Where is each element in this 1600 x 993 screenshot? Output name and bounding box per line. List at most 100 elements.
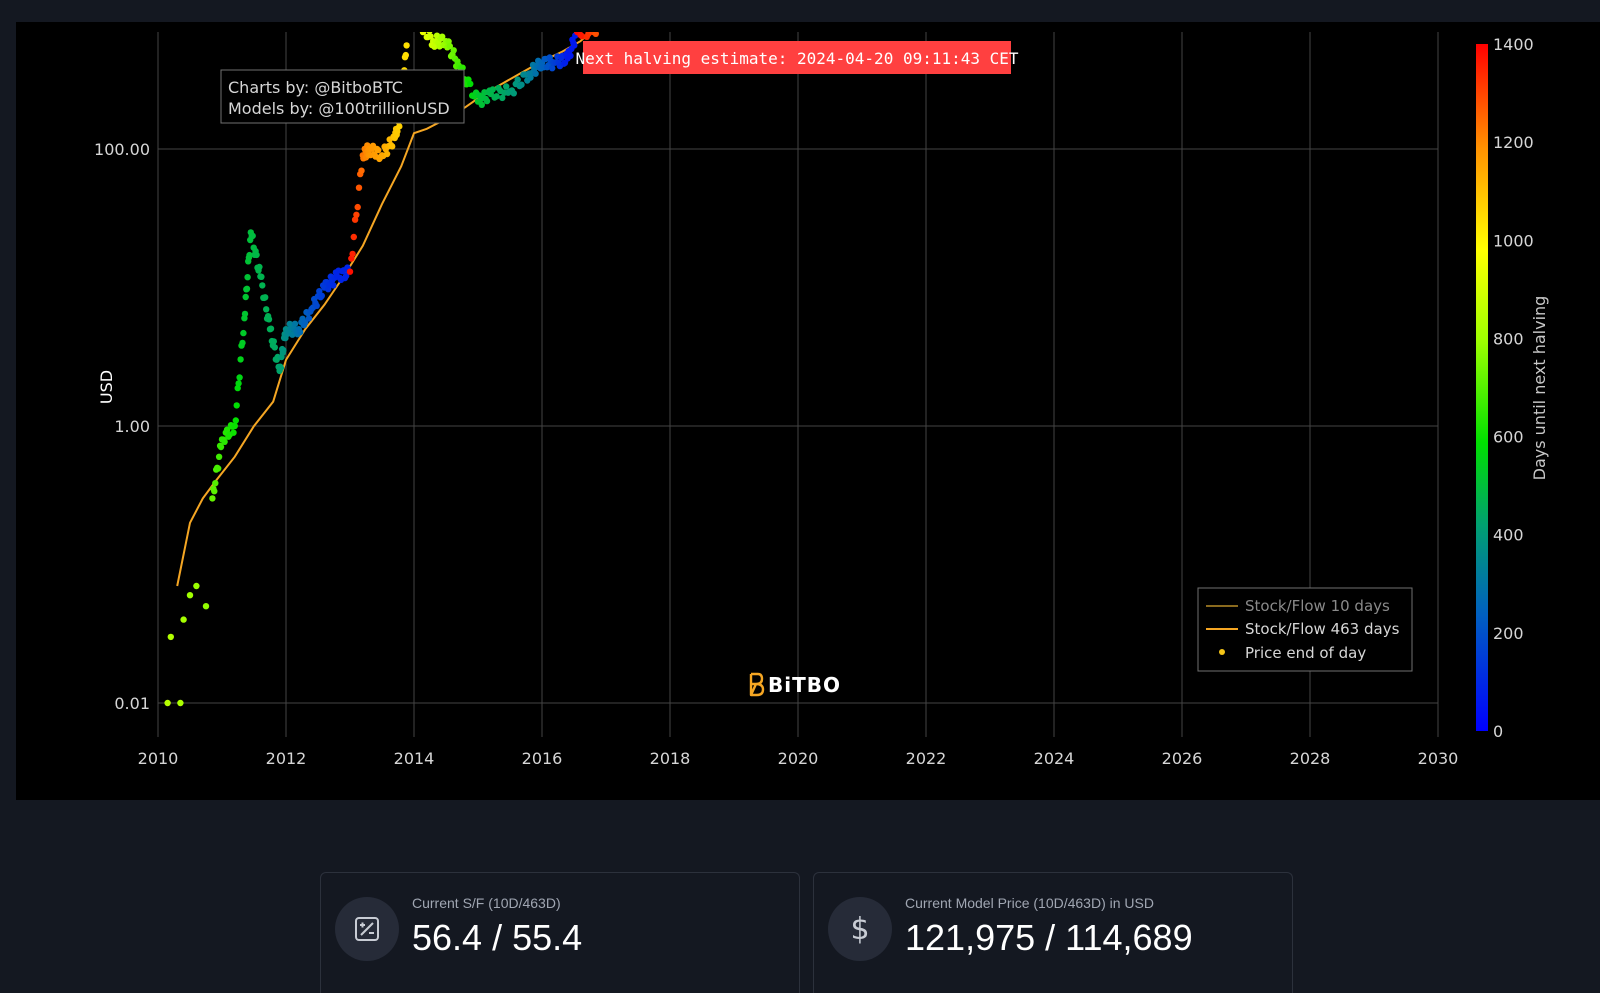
card-value: 56.4 / 55.4	[412, 917, 582, 959]
price-point	[244, 286, 250, 292]
colorbar-title: Days until next halving	[1530, 296, 1549, 481]
price-point	[594, 23, 600, 29]
x-tick-label: 2028	[1290, 749, 1331, 768]
price-point	[384, 151, 390, 157]
legend-box: Stock/Flow 10 days Stock/Flow 463 days P…	[1198, 588, 1412, 671]
price-point	[351, 234, 357, 240]
colorbar-tick-label: 1400	[1493, 35, 1534, 54]
price-point	[549, 65, 555, 71]
price-point	[580, 25, 586, 31]
price-point	[233, 417, 239, 423]
sf-ratio-icon	[335, 897, 399, 961]
price-point	[278, 365, 284, 371]
x-tick-label: 2024	[1034, 749, 1075, 768]
bitbo-logo-icon	[751, 674, 763, 695]
credit-charts: Charts by: @BitboBTC	[228, 78, 403, 97]
y-tick-label: 1.00	[114, 417, 150, 436]
price-point	[263, 306, 269, 312]
price-point	[422, 24, 428, 30]
colorbar-tick-label: 1000	[1493, 231, 1534, 250]
colorbar-tick-label: 0	[1493, 722, 1503, 741]
price-point	[292, 321, 298, 327]
price-point	[268, 326, 274, 332]
brand-name: BiTBO	[768, 673, 841, 697]
price-point	[353, 212, 359, 218]
x-tick-label: 2030	[1418, 749, 1459, 768]
price-point	[232, 423, 238, 429]
price-point	[532, 71, 538, 77]
credit-models: Models by: @100trillionUSD	[228, 99, 450, 118]
stat-card-sf: Current S/F (10D/463D) 56.4 / 55.4	[320, 872, 800, 993]
price-point	[212, 480, 218, 486]
price-point	[262, 294, 268, 300]
x-tick-label: 2020	[778, 749, 819, 768]
dollar-icon: $	[828, 897, 892, 961]
price-point	[193, 583, 199, 589]
price-point	[573, 27, 579, 33]
price-point	[571, 42, 577, 48]
price-point	[416, 22, 422, 28]
price-point	[349, 251, 355, 257]
price-point	[211, 488, 217, 494]
price-point	[567, 53, 573, 59]
card-label: Current Model Price (10D/463D) in USD	[905, 895, 1154, 911]
price-point	[180, 616, 186, 622]
price-point	[271, 338, 277, 344]
price-point	[168, 634, 174, 640]
price-point	[582, 26, 588, 32]
price-points	[164, 22, 1073, 706]
price-point	[413, 22, 419, 27]
price-point	[493, 93, 499, 99]
price-point	[242, 311, 248, 317]
price-point	[244, 274, 250, 280]
colorbar-gradient	[1476, 44, 1488, 731]
price-point	[203, 603, 209, 609]
price-point	[587, 23, 593, 29]
price-point	[250, 233, 256, 239]
price-point	[598, 23, 604, 29]
price-point	[403, 52, 409, 58]
credits-box: Charts by: @BitboBTC Models by: @100tril…	[221, 70, 464, 123]
legend-entry-sf463: Stock/Flow 463 days	[1245, 620, 1400, 638]
price-point	[187, 592, 193, 598]
y-tick-label: 100.00	[94, 140, 150, 159]
price-point	[240, 330, 246, 336]
price-point	[593, 31, 599, 37]
card-label: Current S/F (10D/463D)	[412, 895, 561, 911]
y-axis-title: USD	[97, 370, 116, 404]
price-point	[230, 430, 236, 436]
price-point	[419, 25, 425, 31]
price-point	[258, 274, 264, 280]
price-point	[403, 42, 409, 48]
x-tick-label: 2016	[522, 749, 563, 768]
price-point	[218, 444, 224, 450]
legend-swatch-price	[1219, 649, 1225, 655]
price-point	[375, 147, 381, 153]
halving-banner: Next halving estimate: 2024-04-20 09:11:…	[575, 41, 1018, 74]
x-tick-label: 2010	[138, 749, 179, 768]
price-point	[358, 168, 364, 174]
price-point	[404, 24, 410, 30]
legend-entry-price: Price end of day	[1245, 644, 1366, 662]
price-point	[256, 264, 262, 270]
price-point	[591, 26, 597, 32]
price-point	[356, 185, 362, 191]
price-point	[235, 380, 241, 386]
price-point	[253, 252, 259, 258]
x-tick-label: 2018	[650, 749, 691, 768]
price-point	[259, 282, 265, 288]
price-point	[266, 316, 272, 322]
stat-card-model-price: $ Current Model Price (10D/463D) in USD …	[813, 872, 1293, 993]
card-value: 121,975 / 114,689	[905, 917, 1193, 959]
price-point	[239, 340, 245, 346]
price-point	[330, 282, 336, 288]
colorbar-tick-label: 1200	[1493, 133, 1534, 152]
price-point	[164, 700, 170, 706]
halving-banner-text: Next halving estimate: 2024-04-20 09:11:…	[575, 49, 1018, 68]
price-point	[314, 303, 320, 309]
